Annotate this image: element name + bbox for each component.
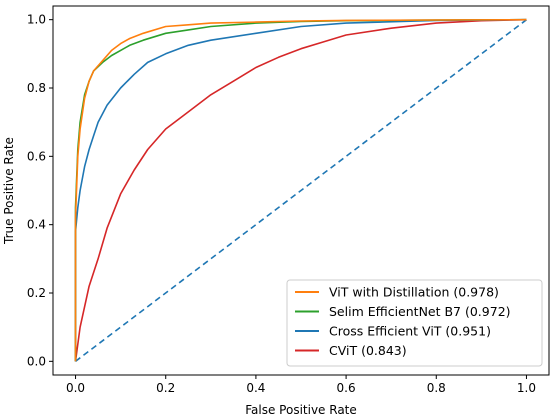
- y-axis: 0.0 0.2 0.4 0.6 0.8 1.0: [27, 13, 53, 368]
- x-tick-label: 1.0: [517, 381, 536, 395]
- plot-frame: [52, 5, 550, 376]
- legend-entry: ViT with Distillation (0.978): [329, 285, 499, 300]
- y-tick-label: 0.2: [27, 286, 46, 300]
- series-line-0: [74, 18, 527, 362]
- x-tick-label: 0.4: [246, 381, 265, 395]
- series-line-2: [74, 18, 527, 362]
- plot-lines: [74, 18, 527, 362]
- legend-entry: CViT (0.843): [329, 343, 407, 358]
- chance-diagonal-line: [75, 19, 527, 362]
- y-tick-label: 0.8: [27, 81, 46, 95]
- x-axis-label: False Positive Rate: [245, 403, 357, 417]
- x-tick-label: 0.6: [337, 381, 356, 395]
- y-tick-label: 1.0: [27, 13, 46, 27]
- y-tick-label: 0.4: [27, 218, 46, 232]
- y-tick-label: 0.6: [27, 149, 46, 163]
- y-axis-label: True Positive Rate: [2, 137, 16, 245]
- x-tick-label: 0.0: [66, 381, 85, 395]
- x-tick-label: 0.8: [427, 381, 446, 395]
- series-line-3: [74, 18, 527, 362]
- x-axis: 0.0 0.2 0.4 0.6 0.8 1.0: [66, 375, 536, 395]
- legend-entry: Cross Efficient ViT (0.951): [329, 324, 491, 339]
- x-tick-label: 0.2: [156, 381, 175, 395]
- y-tick-label: 0.0: [27, 354, 46, 368]
- legend-box: [286, 279, 543, 367]
- legend-entry: Selim EfficientNet B7 (0.972): [329, 304, 511, 319]
- legend: ViT with Distillation (0.978) Selim Effic…: [286, 279, 543, 367]
